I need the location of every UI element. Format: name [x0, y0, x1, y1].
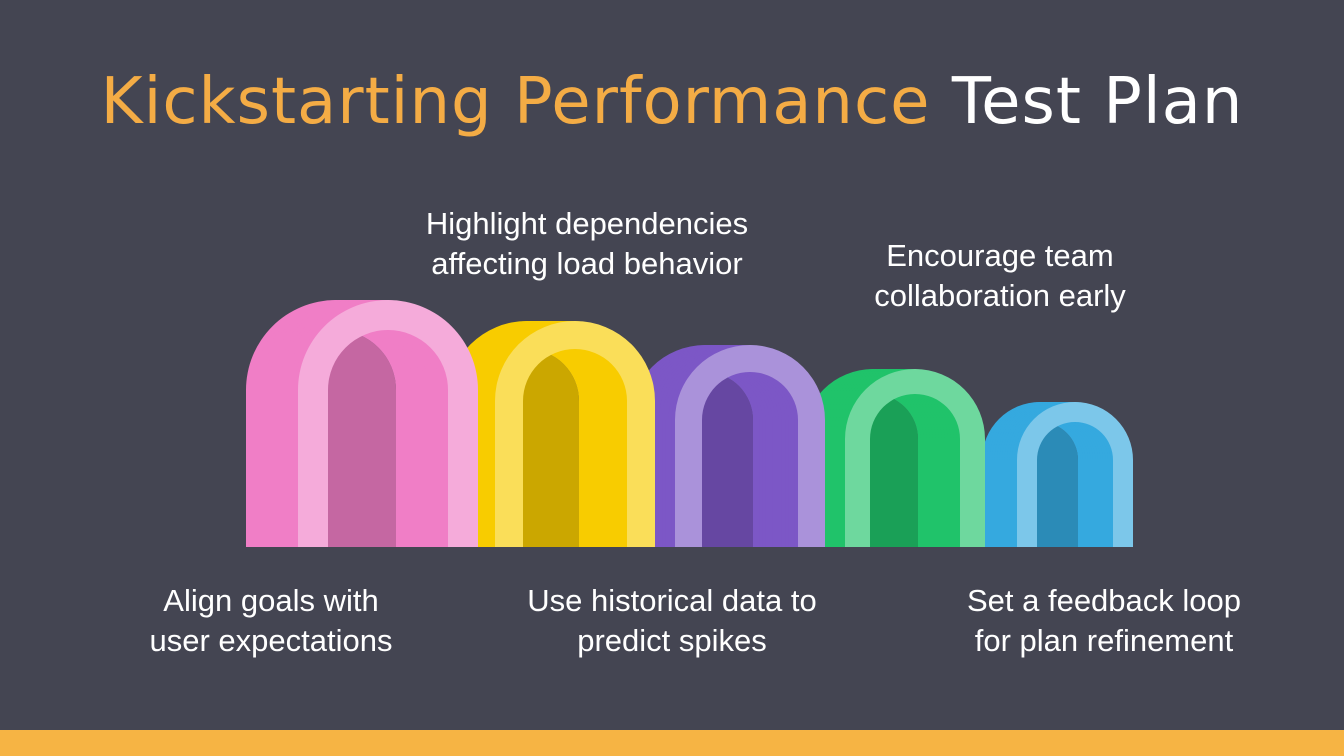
step-2-label: Highlight dependencies affecting load be… [425, 206, 749, 281]
step-4-label: Encourage team collaboration early [874, 238, 1126, 313]
title-main: Test Plan [951, 65, 1244, 139]
arch-4 [803, 369, 985, 547]
arch-3-front [675, 345, 825, 547]
arch-1-front [298, 300, 478, 547]
step-1-label: Align goals with user expectations [149, 583, 393, 658]
title-accent: Kickstarting Performance [100, 65, 931, 139]
arch-5-front [1017, 402, 1133, 547]
step-5-label: Set a feedback loop for plan refinement [966, 583, 1242, 658]
bottom-accent-bar [0, 730, 1344, 756]
step-3-label: Use historical data to predict spikes [527, 583, 817, 658]
arch-1 [246, 300, 478, 547]
arch-2 [447, 321, 655, 547]
arch-5 [982, 402, 1133, 547]
arch-4-front [845, 369, 985, 547]
page-title: Kickstarting Performance Test Plan [0, 62, 1344, 142]
arch-3 [630, 345, 825, 547]
arch-2-front [495, 321, 655, 547]
